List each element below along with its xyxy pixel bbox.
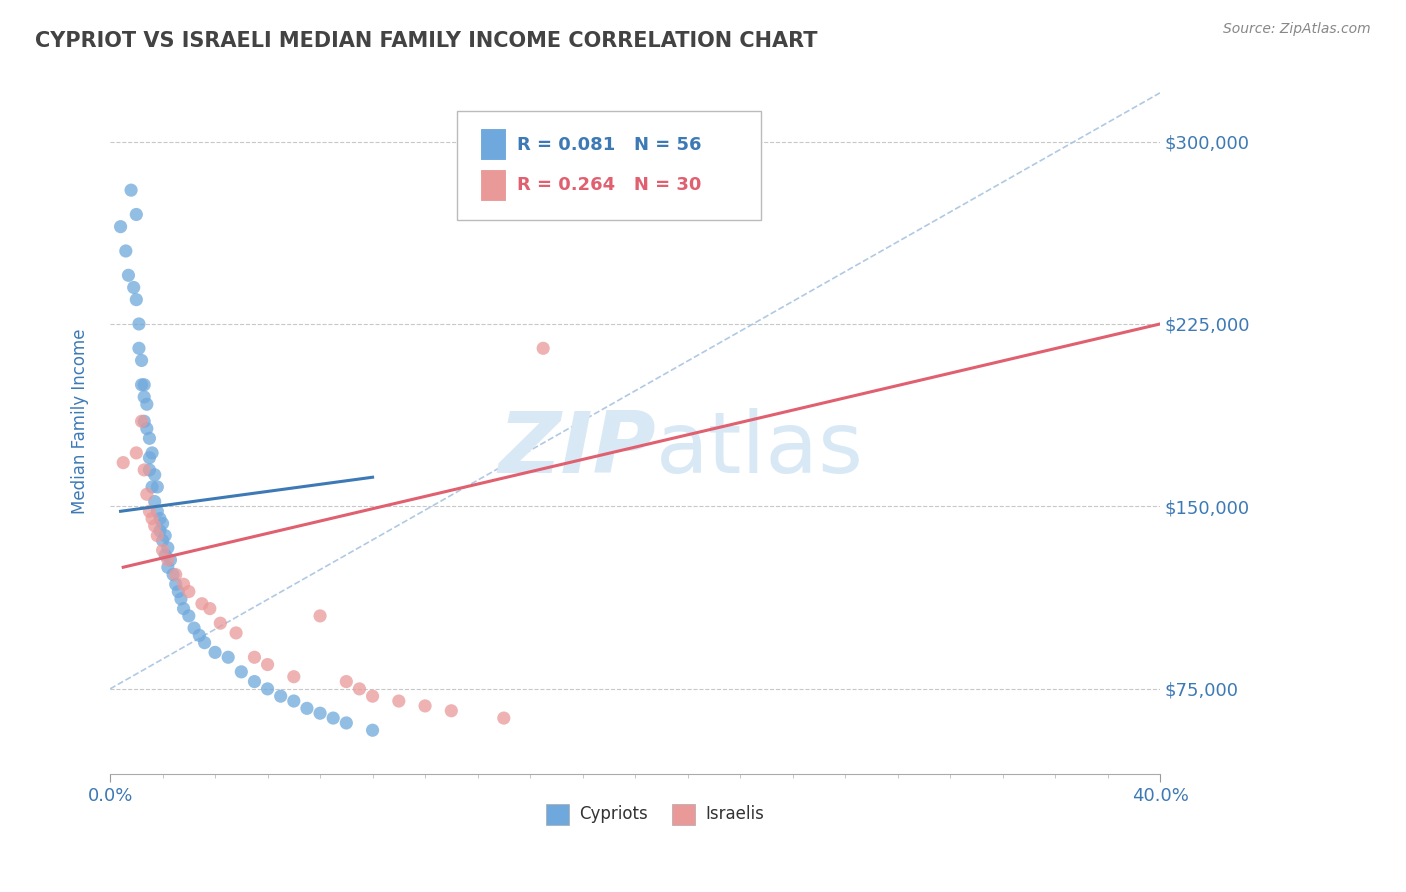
Point [209,616,232,631]
Point [125,293,148,307]
Point [188,628,211,642]
Text: Israelis: Israelis [706,805,765,823]
Point [153,548,176,562]
Point [143,519,166,533]
Point [309,706,332,721]
Point [146,504,169,518]
Point [177,584,200,599]
Point [183,621,205,635]
Point [125,207,148,221]
Point [191,597,214,611]
Point [152,533,174,548]
Point [149,511,172,525]
Point [141,480,163,494]
Bar [479,169,506,202]
Point [152,543,174,558]
Point [243,674,266,689]
Point [146,528,169,542]
Point [152,516,174,531]
Point [131,414,153,428]
Point [349,681,371,696]
Point [170,591,193,606]
Bar [672,804,695,825]
Point [198,601,221,615]
Y-axis label: Median Family Income: Median Family Income [72,328,89,514]
Text: atlas: atlas [657,408,865,491]
Text: ZIP: ZIP [499,408,657,491]
Point [156,560,179,574]
Text: R = 0.081   N = 56: R = 0.081 N = 56 [517,136,702,153]
Point [131,353,153,368]
Point [143,494,166,508]
Point [138,504,160,518]
Point [173,577,195,591]
Point [153,528,176,542]
Point [361,689,384,703]
Point [167,584,190,599]
Point [309,608,332,623]
Point [141,511,163,525]
Point [159,553,181,567]
Point [122,280,145,294]
Bar [546,804,569,825]
Point [128,341,150,355]
Point [112,456,135,470]
Bar [479,128,506,161]
Point [165,577,187,591]
Point [110,219,132,234]
Text: Source: ZipAtlas.com: Source: ZipAtlas.com [1223,22,1371,37]
Point [134,390,156,404]
Point [128,317,150,331]
Point [361,723,384,738]
Point [193,635,215,649]
Point [177,608,200,623]
Point [295,701,318,715]
Point [134,414,156,428]
Point [225,626,247,640]
FancyBboxPatch shape [457,111,761,220]
Point [256,681,278,696]
Point [138,463,160,477]
Text: CYPRIOT VS ISRAELI MEDIAN FAMILY INCOME CORRELATION CHART: CYPRIOT VS ISRAELI MEDIAN FAMILY INCOME … [35,31,818,51]
Point [165,567,187,582]
Point [141,446,163,460]
Point [243,650,266,665]
Point [531,341,554,355]
Point [138,450,160,465]
Point [135,397,157,411]
Point [283,694,305,708]
Point [135,421,157,435]
Point [131,377,153,392]
Point [231,665,253,679]
Point [135,487,157,501]
Point [162,567,184,582]
Point [114,244,136,258]
Point [270,689,292,703]
Point [134,463,156,477]
Point [413,698,436,713]
Point [146,480,169,494]
Point [134,377,156,392]
Point [156,541,179,555]
Point [322,711,344,725]
Point [125,446,148,460]
Point [217,650,239,665]
Point [335,674,357,689]
Point [149,524,172,538]
Point [120,183,142,197]
Point [256,657,278,672]
Point [156,553,179,567]
Point [492,711,515,725]
Point [117,268,139,283]
Point [335,715,357,730]
Point [204,645,226,659]
Point [138,431,160,445]
Point [388,694,411,708]
Point [173,601,195,615]
Point [143,467,166,482]
Point [283,670,305,684]
Text: Cypriots: Cypriots [579,805,648,823]
Point [440,704,463,718]
Text: R = 0.264   N = 30: R = 0.264 N = 30 [517,176,702,194]
